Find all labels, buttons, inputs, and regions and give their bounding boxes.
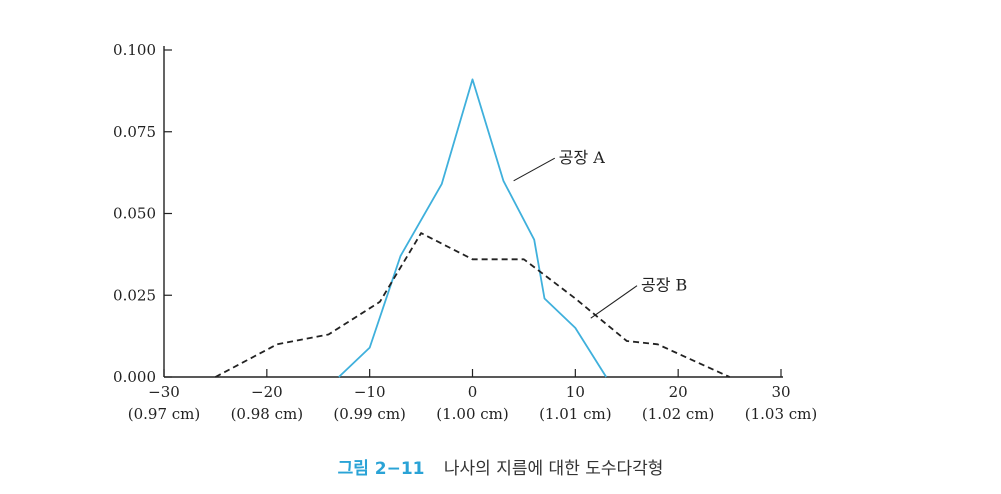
figure-number: 그림 2−11	[337, 459, 425, 479]
series-lines	[214, 78, 730, 378]
x-tick-label: 0	[468, 383, 478, 401]
figure-caption: 그림 2−11 나사의 지름에 대한 도수다각형	[0, 454, 1001, 479]
y-tick-label: 0.025	[113, 286, 156, 304]
series-line-factory-b	[214, 232, 730, 378]
axes	[163, 46, 783, 378]
x-tick-label: −20	[251, 383, 283, 401]
tick-labels: 0.000 0.025 0.050 0.075 0.100 −30 (0.97 cm) −20…	[113, 41, 817, 423]
x-tick-label: 30	[771, 383, 790, 401]
y-tick-label: 0.000	[113, 368, 156, 386]
series-label: 공장 B	[641, 276, 687, 295]
caption-text: 나사의 지름에 대한 도수다각형	[443, 459, 664, 479]
annotation-leader-line	[590, 285, 638, 319]
frequency-polygon-chart: 0.000 0.025 0.050 0.075 0.100 −30 (0.97 cm) −20…	[113, 41, 817, 423]
x-tick-sublabel: (0.97 cm)	[128, 405, 201, 423]
x-tick-sublabel: (1.01 cm)	[539, 405, 612, 423]
x-tick-label: −10	[354, 383, 386, 401]
x-tick-label: 10	[566, 383, 585, 401]
y-tick-label: 0.075	[113, 123, 156, 141]
x-tick-sublabel: (1.02 cm)	[642, 405, 715, 423]
x-tick-label: 20	[669, 383, 688, 401]
x-tick-sublabel: (1.00 cm)	[436, 405, 509, 423]
x-tick-sublabel: (0.99 cm)	[333, 405, 406, 423]
series-label: 공장 A	[559, 148, 606, 167]
x-tick-label: −30	[148, 383, 180, 401]
series-line-factory-a	[338, 78, 607, 378]
x-tick-sublabel: (1.03 cm)	[745, 405, 818, 423]
x-tick-sublabel: (0.98 cm)	[231, 405, 304, 423]
annotation-leader-line	[513, 157, 556, 182]
series-annotations: 공장 A 공장 B	[513, 148, 687, 319]
y-tick-label: 0.100	[113, 41, 156, 59]
y-tick-label: 0.050	[113, 205, 156, 223]
